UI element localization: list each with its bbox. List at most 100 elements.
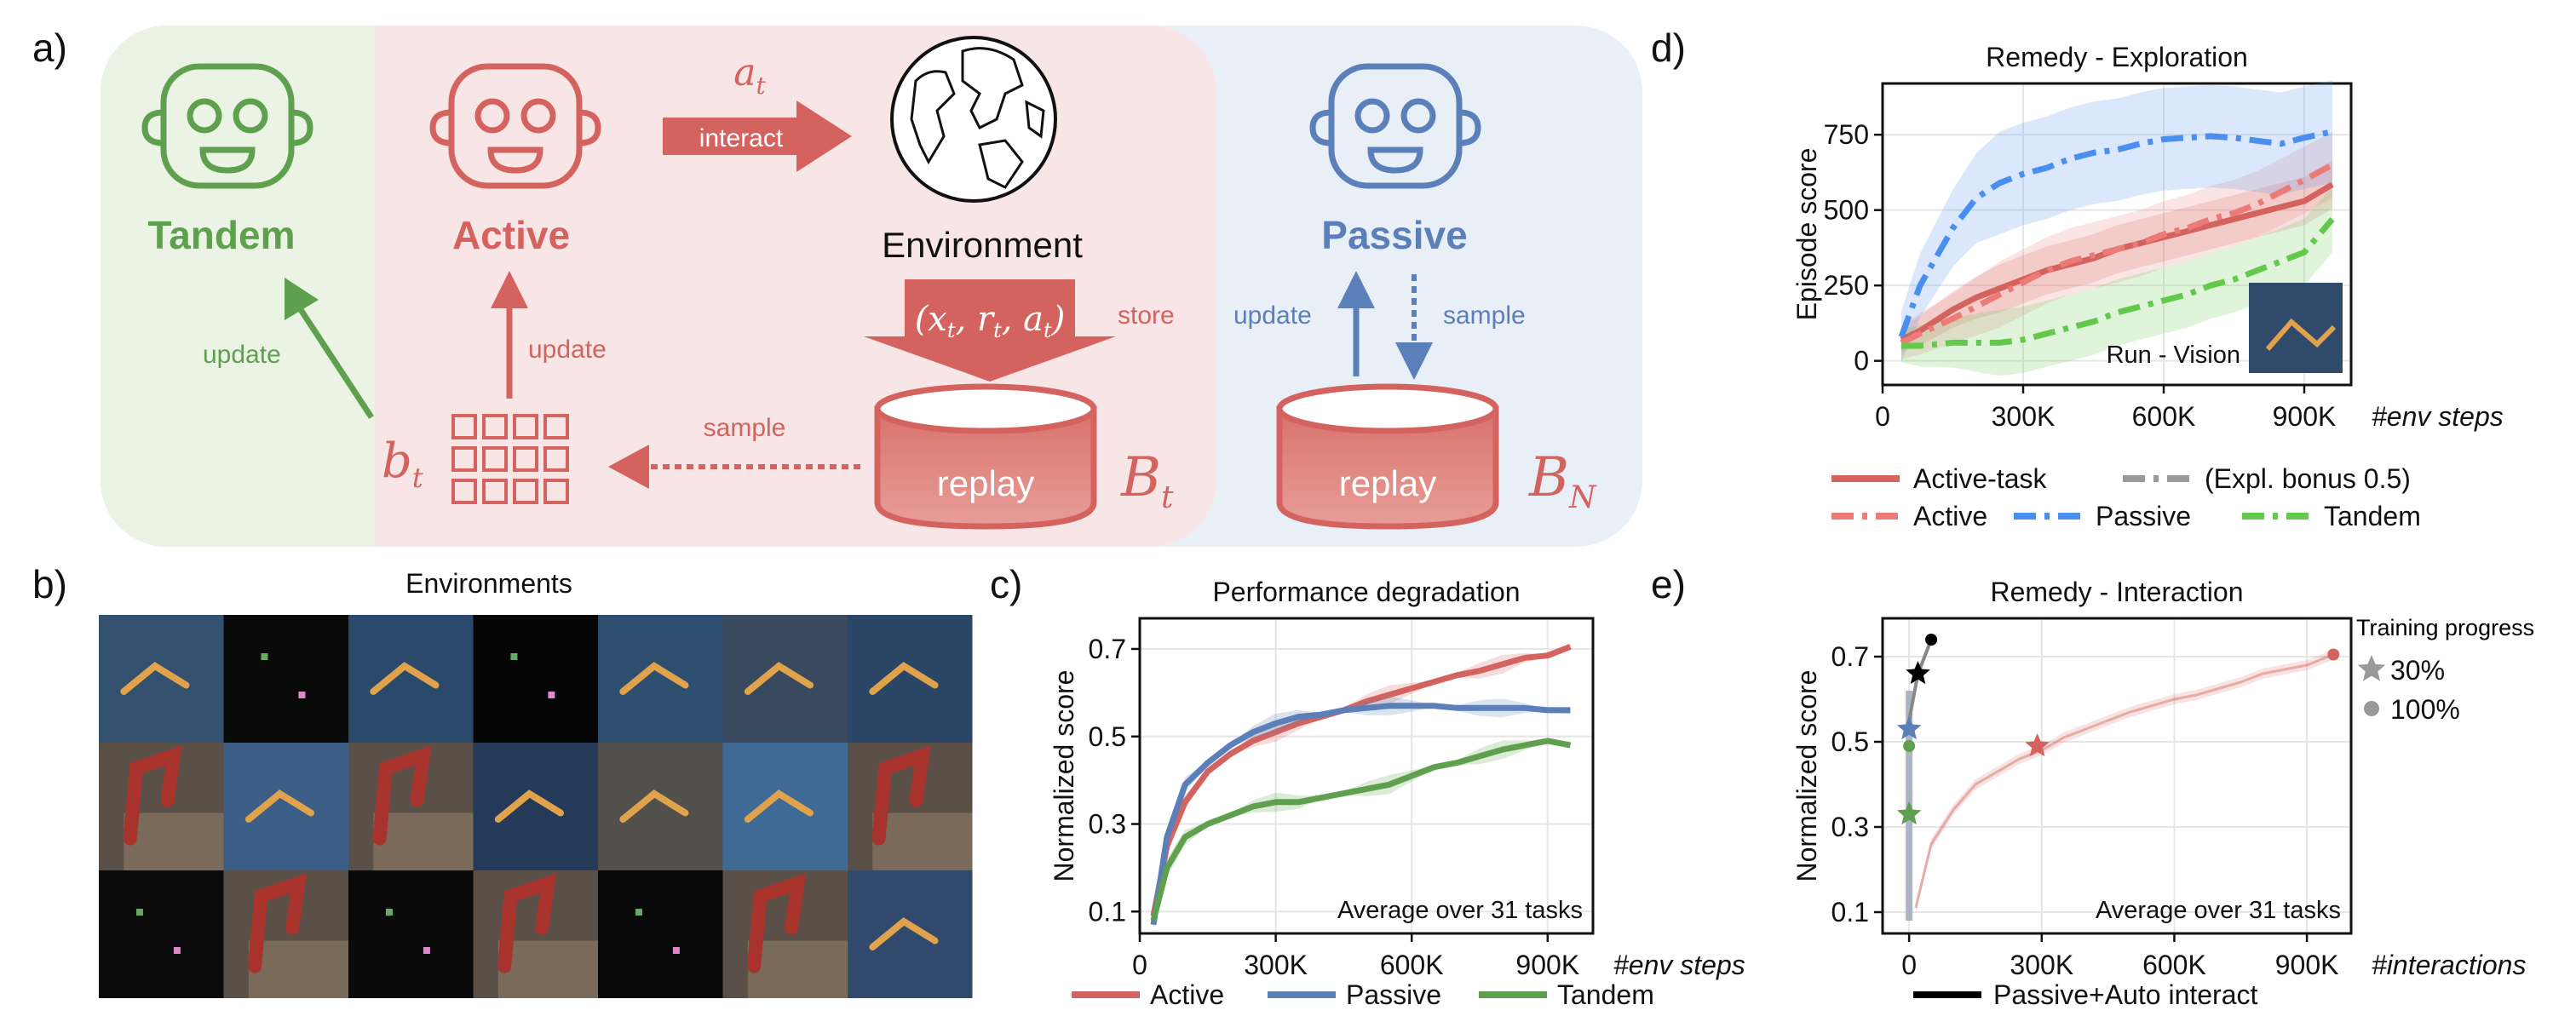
environment-thumbnail [473,615,598,743]
walker-shape [370,662,440,695]
robot-arm-shape [248,873,308,973]
environment-label: Environment [882,225,1083,265]
walker-shape [494,789,565,823]
legend-label: Active [1913,501,1987,531]
globe-icon [890,36,1057,203]
y-axis-label: Normalized score [1049,670,1079,882]
passive-label: Passive [1321,213,1467,257]
y-axis-label: Normalized score [1791,670,1822,882]
plot-area [1883,618,2351,933]
legend-label: (Expl. bonus 0.5) [2205,463,2411,494]
confidence-band [1901,131,2332,359]
replay-label: replay [1339,463,1436,503]
pixel-shape [635,909,642,916]
table-shape [747,940,848,998]
environment-thumbnail [848,615,973,743]
environment-thumbnail [722,743,848,870]
y-tick-label: 0.7 [1831,641,1869,672]
chart-remedy-exploration: 0 300K 600K 900K 0 250 500 750 Remedy - Explorat… [1791,42,2504,531]
x-axis-label: #env steps [1613,950,1745,980]
update-arrow [297,307,374,419]
pixel-shape [423,947,430,954]
legend-label: Active [1150,979,1224,1010]
environment-thumbnail [99,615,224,743]
pixel-shape [261,653,268,660]
active-label: Active [452,213,570,257]
robot-arm-shape [123,745,182,846]
environments-title: Environments [405,568,572,599]
data-point-circle [1925,634,1938,646]
x-tick-label: 600K [2132,401,2196,432]
pixel-shape [135,909,143,916]
environment-thumbnail [598,743,723,870]
robot-icon [1309,63,1481,189]
walker-shape [120,662,190,695]
buffer-t-label: Bt [1120,446,1174,515]
action-label: at [733,51,766,100]
pixel-shape [510,653,518,660]
replay-label: replay [937,463,1034,503]
robot-arm-shape [747,873,807,973]
table-shape [373,812,474,870]
series-line [1150,703,1571,926]
environment-thumbnail [598,615,723,743]
pixel-shape [385,909,393,916]
legend-label: Tandem [1557,979,1654,1010]
data-point-star [1906,661,1930,685]
chart-title: Remedy - Interaction [1990,577,2243,607]
x-tick-label: 0 [1132,950,1147,980]
x-tick-label: 300K [2010,950,2073,980]
data-point-star [1896,801,1922,825]
update-label: update [1233,301,1312,330]
data-point-star [1896,716,1922,740]
table-shape [124,812,224,870]
series-line [1150,644,1572,917]
legend-label: 100% [2390,694,2460,725]
update-arrowhead [491,271,528,308]
x-axis-label: #interactions [2372,950,2526,980]
store-label: store [1118,301,1175,330]
data-point-star [2025,733,2050,757]
panel-b: b) Environments [32,562,973,998]
legend-label: Passive [2096,501,2191,531]
annotation: Run - Vision [2107,342,2240,369]
pixel-shape [298,692,306,698]
x-tick-label: 900K [1515,950,1579,980]
series-line [1914,653,2334,909]
panel-label-a: a) [32,26,67,70]
robot-arm-shape [372,745,432,846]
walker-shape [744,662,814,695]
database-icon [1276,383,1499,530]
grid-icon [451,414,569,504]
y-tick-label: 0 [1854,346,1869,376]
panel-label-b: b) [32,562,67,606]
update-arrowhead [1337,271,1375,308]
data-point-circle [2327,648,2340,661]
legend-label: Passive [1346,979,1441,1010]
environment-thumbnail [223,743,348,870]
x-tick-label: 900K [2273,401,2337,432]
series-line [1901,217,2335,349]
y-tick-label: 0.1 [1089,896,1126,927]
walker-shape [744,789,814,823]
y-tick-label: 0.7 [1089,634,1126,664]
x-tick-label: 900K [2275,950,2339,980]
x-tick-label: 600K [2142,950,2206,980]
robot-arm-shape [871,745,931,846]
x-tick-label: 300K [1992,401,2056,432]
interact-arrow [663,100,852,172]
walker-shape [244,789,315,823]
series-line [1898,129,2333,338]
confidence-band [1901,160,2332,353]
legend-title: Training progress [2356,615,2534,640]
confidence-band [1901,80,2332,363]
robot-icon [429,63,601,189]
y-tick-label: 0.3 [1089,809,1126,840]
pixel-shape [672,947,680,954]
environment-thumbnail [348,615,474,743]
x-tick-label: 300K [1244,950,1308,980]
table-shape [872,812,973,870]
update-label: update [203,341,281,369]
series-line [1150,738,1572,922]
